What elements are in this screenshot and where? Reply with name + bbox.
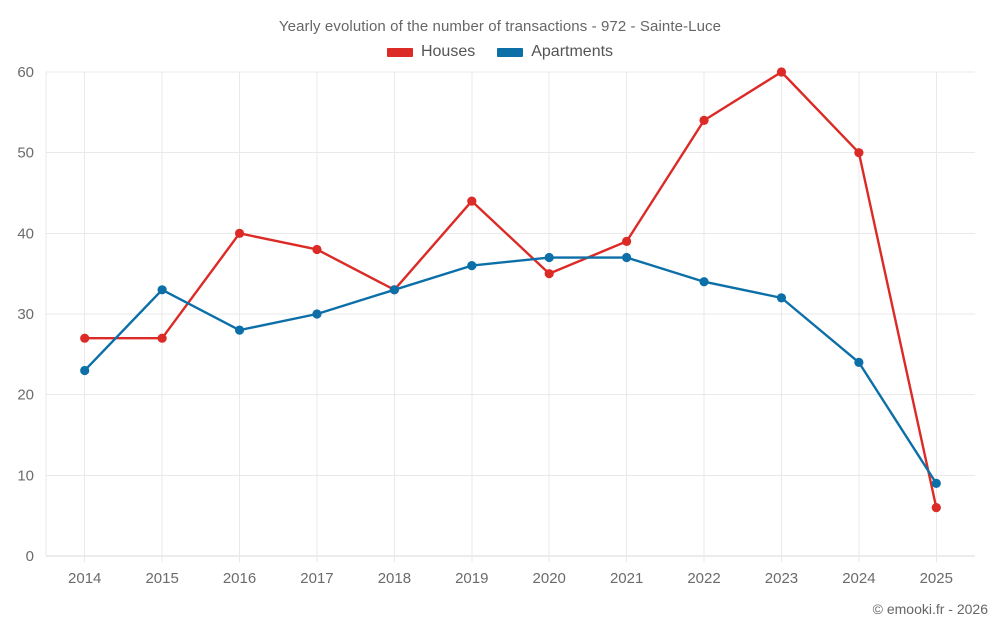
- x-axis-tick-label: 2021: [610, 570, 643, 587]
- data-point[interactable]: [234, 228, 245, 238]
- x-axis-tick-label: 2016: [223, 570, 256, 587]
- y-axis-tick-label: 30: [17, 306, 34, 323]
- x-axis-ticks: 2014 2015 2016 2017 2018 2019 2020 2021 2022 2023…: [68, 570, 953, 587]
- legend-item-houses[interactable]: Houses: [386, 43, 476, 60]
- y-axis-ticks: 0 10 20 30 40 50 60: [17, 64, 34, 565]
- series-line-houses: [83, 70, 938, 509]
- x-axis-tick-label: 2015: [145, 570, 178, 587]
- legend-label-houses: Houses: [420, 43, 476, 60]
- y-axis-tick-label: 0: [26, 548, 34, 565]
- data-point[interactable]: [80, 365, 90, 376]
- data-point[interactable]: [931, 478, 941, 488]
- x-axis-tick-label: 2022: [687, 570, 720, 587]
- x-axis-tick-label: 2024: [842, 570, 875, 587]
- data-point[interactable]: [544, 252, 554, 263]
- data-point[interactable]: [389, 285, 399, 295]
- y-axis-tick-label: 50: [17, 145, 34, 162]
- gridlines: [45, 71, 975, 562]
- data-point[interactable]: [467, 261, 477, 271]
- data-point[interactable]: [544, 269, 554, 279]
- data-point[interactable]: [931, 503, 941, 513]
- data-point[interactable]: [312, 244, 322, 255]
- data-point[interactable]: [854, 148, 864, 158]
- x-axis-tick-label: 2025: [920, 570, 953, 587]
- data-point[interactable]: [157, 333, 167, 343]
- data-point[interactable]: [80, 333, 90, 343]
- data-point[interactable]: [622, 252, 632, 263]
- data-point[interactable]: [699, 115, 709, 125]
- data-point[interactable]: [157, 285, 167, 295]
- y-axis-tick-label: 60: [17, 64, 34, 81]
- data-point[interactable]: [312, 309, 322, 319]
- data-series: [80, 67, 941, 513]
- chart-title: Yearly evolution of the number of transa…: [278, 18, 722, 35]
- footer-credit: © emooki.fr - 2026: [872, 601, 988, 617]
- series-line-apartments: [83, 256, 938, 485]
- data-point[interactable]: [776, 67, 787, 77]
- y-axis-tick-label: 20: [17, 387, 34, 404]
- y-axis-tick-label: 10: [17, 467, 34, 484]
- legend-swatch-houses: [386, 47, 413, 57]
- data-point[interactable]: [467, 196, 477, 206]
- data-point[interactable]: [776, 293, 787, 303]
- y-axis-tick-label: 40: [17, 225, 34, 242]
- chart-legend: Houses Apartments: [0, 44, 1000, 60]
- x-axis-tick-label: 2014: [68, 570, 101, 587]
- data-point[interactable]: [622, 236, 632, 246]
- legend-item-apartments[interactable]: Apartments: [497, 44, 613, 60]
- data-point[interactable]: [234, 325, 245, 335]
- legend-label-apartments: Apartments: [531, 43, 614, 60]
- x-axis-tick-label: 2023: [765, 570, 798, 587]
- legend-swatch-apartments: [497, 47, 524, 57]
- x-axis-tick-label: 2019: [455, 570, 488, 587]
- data-point[interactable]: [854, 357, 864, 367]
- x-axis-tick-label: 2018: [378, 570, 411, 587]
- x-axis-tick-label: 2017: [300, 570, 333, 587]
- x-axis-tick-label: 2020: [533, 570, 566, 587]
- data-point[interactable]: [699, 277, 709, 287]
